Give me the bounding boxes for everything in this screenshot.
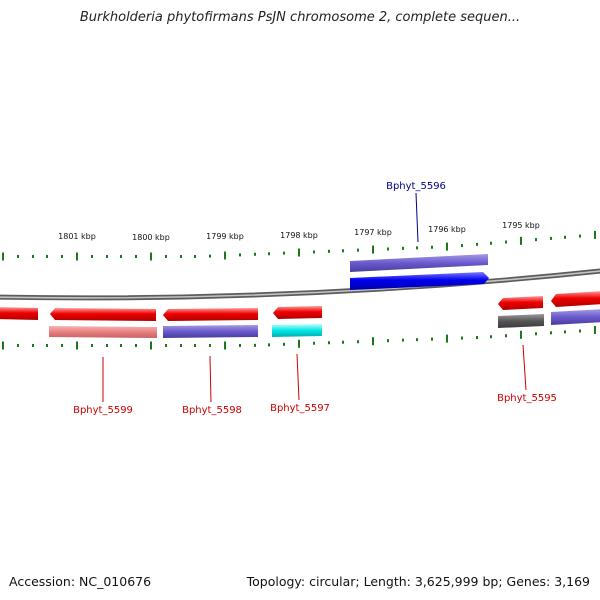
gene-labels: Bphyt_5596 Bphyt_5599 Bphyt_5598 Bphyt_5…	[73, 181, 557, 416]
scale-label-1801: 1801 kbp	[58, 232, 96, 241]
gene-label-5598[interactable]: Bphyt_5598	[182, 405, 242, 416]
scale-label-1795: 1795 kbp	[502, 221, 540, 230]
gene-label-5599[interactable]: Bphyt_5599	[73, 405, 133, 416]
inner-scale-ticks	[2, 325, 596, 350]
gene-bar-5596-feature[interactable]	[350, 254, 488, 272]
scale-label-1800: 1800 kbp	[132, 233, 170, 242]
gene-arrow-5597[interactable]	[273, 306, 322, 319]
leader-5595	[522, 344, 527, 391]
forward-strand-genes	[350, 254, 489, 290]
scale-label-1796: 1796 kbp	[428, 225, 466, 234]
gene-label-5597[interactable]: Bphyt_5597	[270, 403, 330, 414]
gene-arrow-5599[interactable]	[50, 308, 156, 321]
topology-summary-text: Topology: circular; Length: 3,625,999 bp…	[246, 574, 590, 589]
gene-label-5596[interactable]: Bphyt_5596	[386, 181, 446, 192]
scale-labels: 1801 kbp 1800 kbp 1799 kbp 1798 kbp 1797…	[58, 221, 540, 242]
leader-5598	[209, 355, 212, 403]
gene-arrow-5596[interactable]	[350, 272, 489, 290]
gene-bar-5597-feature[interactable]	[272, 324, 322, 337]
gene-label-5595[interactable]: Bphyt_5595	[497, 393, 557, 404]
label-leader-lines	[102, 192, 527, 403]
scale-label-1798: 1798 kbp	[280, 231, 318, 240]
outer-scale-ticks	[2, 230, 596, 261]
leader-5596	[415, 192, 419, 243]
reverse-strand-genes	[0, 291, 600, 338]
gene-arrow-right-partial[interactable]	[551, 291, 600, 307]
gene-arrow-left-partial[interactable]	[0, 307, 38, 320]
gene-arrow-5595[interactable]	[498, 296, 543, 310]
gene-bar-5599-feature[interactable]	[49, 326, 157, 338]
map-title: Burkholderia phytofirmans PsJN chromosom…	[79, 10, 521, 25]
chromosome-backbone-highlight	[0, 270, 600, 299]
gene-bar-5598-feature[interactable]	[163, 325, 258, 338]
accession-text: Accession: NC_010676	[9, 574, 152, 589]
gene-bar-right-partial-feature[interactable]	[551, 309, 600, 325]
gene-bar-5595-feature[interactable]	[498, 314, 544, 328]
gene-arrow-5598[interactable]	[163, 308, 258, 321]
scale-label-1799: 1799 kbp	[206, 232, 244, 241]
leader-5597	[296, 353, 300, 401]
scale-label-1797: 1797 kbp	[354, 228, 392, 237]
